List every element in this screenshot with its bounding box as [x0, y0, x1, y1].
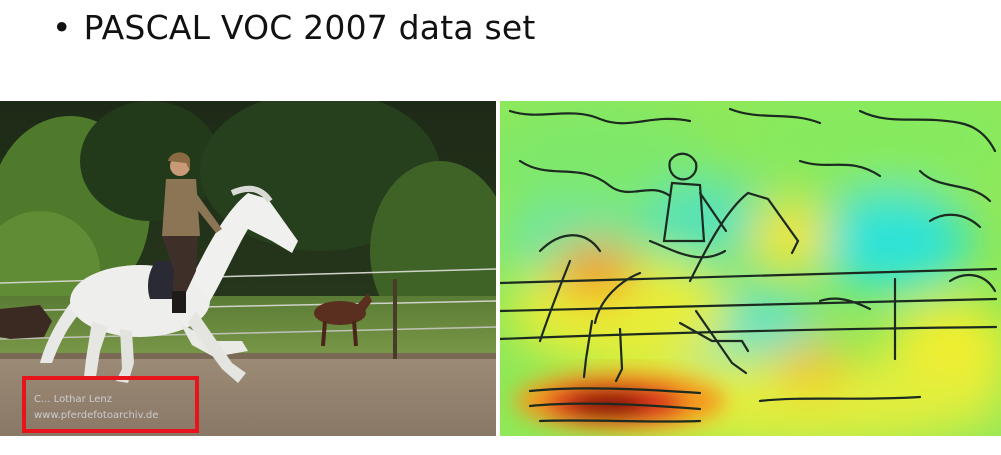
dark-horse	[0, 305, 52, 339]
brown-horse	[314, 293, 372, 347]
saliency-heatmap	[500, 101, 1001, 436]
edge-contours	[500, 107, 998, 423]
horse-photo: C... Lothar Lenz www.pferdefotoarchiv.de	[0, 101, 496, 436]
horse-photo-drawing: C... Lothar Lenz www.pferdefotoarchiv.de	[0, 101, 496, 436]
bullet-glyph: •	[52, 8, 72, 47]
rider	[162, 152, 222, 313]
slide-title: • PASCAL VOC 2007 data set	[52, 8, 536, 47]
highlight-box	[22, 376, 199, 433]
heatmap-panel	[500, 101, 1001, 436]
title-text: PASCAL VOC 2007 data set	[83, 8, 536, 47]
watermark-copyright: C... Lothar Lenz	[34, 394, 112, 405]
watermark-url: www.pferdefotoarchiv.de	[34, 410, 158, 421]
